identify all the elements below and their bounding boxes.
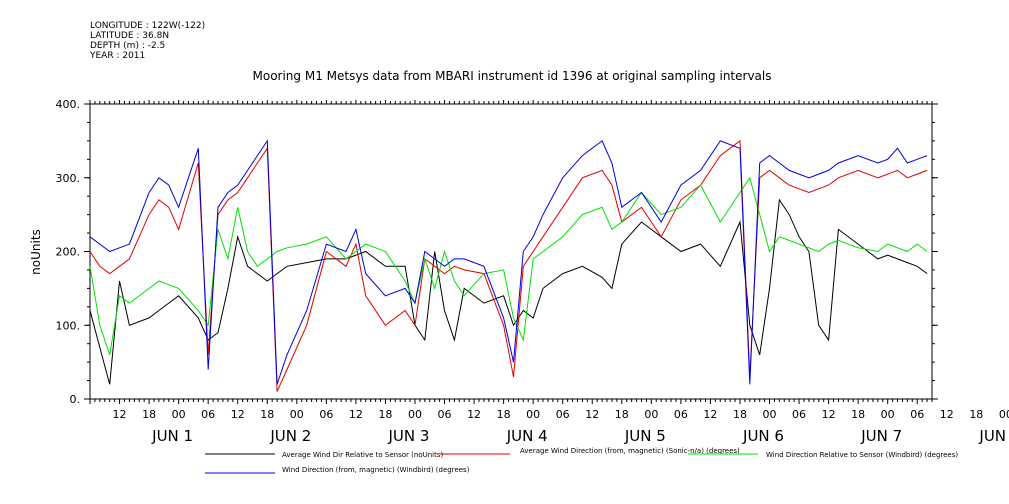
x-hour-label: 18 [497, 408, 511, 421]
y-axis: 0. 100. 200. 300. 400. [56, 98, 938, 406]
x-hour-label: 06 [556, 408, 570, 421]
x-hour-label: 00 [881, 408, 895, 421]
x-hour-label: 00 [408, 408, 422, 421]
series-line [89, 139, 928, 392]
x-hour-label: 06 [319, 408, 333, 421]
x-hour-label: 18 [142, 408, 156, 421]
x-day-label: JUN 3 [388, 427, 430, 445]
latitude-line: LATITUDE : 36.8N [90, 31, 170, 41]
x-hour-label: 12 [113, 408, 127, 421]
x-day-label: JUN 8 [978, 427, 1009, 445]
x-hour-label: 06 [201, 408, 215, 421]
plot-frame [89, 103, 933, 400]
x-hour-label: 18 [733, 408, 747, 421]
x-hour-label: 00 [526, 408, 540, 421]
x-hour-label: 12 [822, 408, 836, 421]
x-day-label: JUN 1 [151, 427, 193, 445]
chart-title: Mooring M1 Metsys data from MBARI instru… [253, 69, 772, 83]
x-day-label: JUN 2 [269, 427, 311, 445]
x-day-label: JUN 6 [742, 427, 784, 445]
x-hour-label: 06 [910, 408, 924, 421]
legend-label: Wind Direction (from, magnetic) (Windbir… [282, 466, 470, 474]
series-line [89, 198, 928, 385]
x-hour-label: 12 [703, 408, 717, 421]
depth-line: DEPTH (m) : -2.5 [90, 41, 166, 51]
legend: Average Wind Dir Relative to Sensor (noU… [205, 447, 958, 474]
y-tick-label: 400. [56, 98, 81, 111]
x-hour-label: 12 [940, 408, 954, 421]
x-hour-label: 18 [969, 408, 983, 421]
x-hour-label: 06 [438, 408, 452, 421]
x-hour-label: 18 [260, 408, 274, 421]
x-hour-label: 12 [585, 408, 599, 421]
year-line: YEAR : 2011 [90, 51, 146, 61]
x-hour-label: 00 [172, 408, 186, 421]
y-tick-label: 100. [56, 319, 81, 332]
x-hour-label: 00 [644, 408, 658, 421]
x-day-label: JUN 7 [860, 427, 902, 445]
x-day-label: JUN 5 [624, 427, 666, 445]
longitude-line: LONGITUDE : 122W(-122) [90, 21, 206, 31]
x-hour-label: 18 [615, 408, 629, 421]
x-hour-label: 06 [792, 408, 806, 421]
x-hour-label: 00 [763, 408, 777, 421]
series-line [89, 139, 928, 385]
x-hour-label: 18 [378, 408, 392, 421]
x-hour-label: 00 [290, 408, 304, 421]
series-lines [89, 139, 928, 392]
series-line [89, 176, 928, 355]
x-hour-label: 06 [674, 408, 688, 421]
x-hour-label: 18 [851, 408, 865, 421]
y-tick-label: 0. [70, 393, 81, 406]
x-day-label: JUN 4 [506, 427, 548, 445]
metadata-block: LONGITUDE : 122W(-122) LATITUDE : 36.8N … [90, 21, 205, 61]
x-hour-label: 12 [467, 408, 481, 421]
x-hour-label: 12 [231, 408, 245, 421]
y-tick-label: 300. [56, 172, 81, 185]
x-axis: 12 18 00 06 12 18 00 06 12 18 00 06 12 18 00 06 12 18 00 06… [89, 100, 1009, 445]
y-axis-label: noUnits [29, 229, 43, 275]
legend-label: Average Wind Dir Relative to Sensor (noU… [282, 451, 443, 459]
x-hour-label: 12 [349, 408, 363, 421]
y-tick-label: 200. [56, 246, 81, 259]
legend-label: Average Wind Direction (from, magnetic) … [520, 447, 740, 455]
x-hour-label: 00 [999, 408, 1009, 421]
legend-label: Wind Direction Relative to Sensor (Windb… [766, 451, 958, 459]
